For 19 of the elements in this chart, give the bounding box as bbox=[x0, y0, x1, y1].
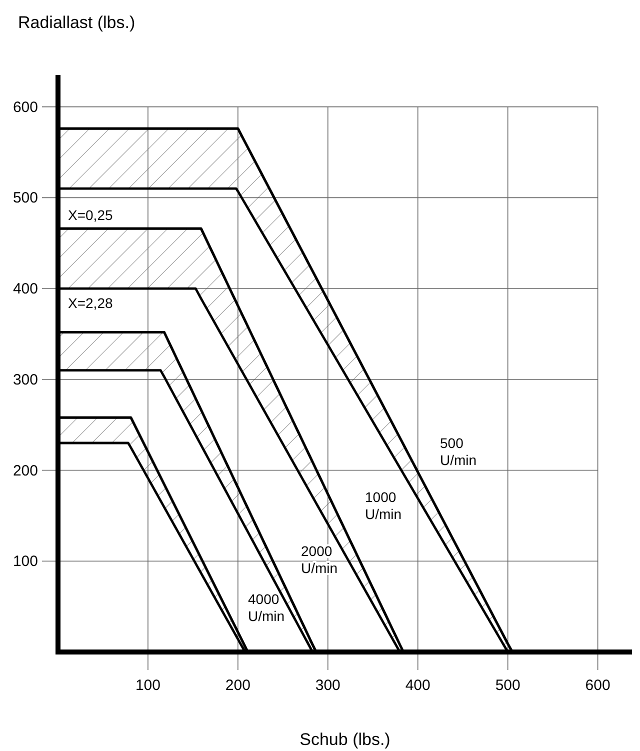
x-axis-title: Schub (lbs.) bbox=[300, 730, 390, 749]
y-tick-label: 200 bbox=[12, 462, 38, 480]
y-tick-label: 400 bbox=[12, 280, 38, 298]
x-tick-label: 100 bbox=[135, 677, 160, 694]
y-axis-title: Radiallast (lbs.) bbox=[18, 13, 136, 32]
annotation: X=0,25 bbox=[68, 207, 113, 223]
annotation: X=2,28 bbox=[68, 295, 113, 311]
y-tick-label: 600 bbox=[12, 98, 38, 116]
y-tick-label: 300 bbox=[12, 371, 38, 388]
x-tick-label: 600 bbox=[585, 677, 610, 694]
x-tick-label: 500 bbox=[495, 677, 520, 694]
y-tick-label: 500 bbox=[12, 190, 38, 207]
x-tick-label: 300 bbox=[315, 677, 340, 694]
x-tick-label: 200 bbox=[225, 677, 250, 694]
annotation: 1000 U/min bbox=[365, 489, 402, 522]
x-tick-label: 400 bbox=[405, 677, 430, 694]
annotation: 500 U/min bbox=[440, 435, 477, 468]
y-tick-label: 100 bbox=[12, 553, 38, 570]
annotation: 4000 U/min bbox=[248, 591, 285, 624]
